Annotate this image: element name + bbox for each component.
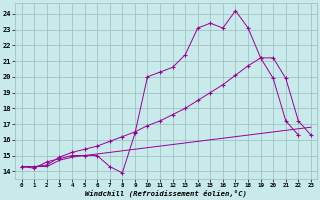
X-axis label: Windchill (Refroidissement éolien,°C): Windchill (Refroidissement éolien,°C) xyxy=(85,190,247,197)
